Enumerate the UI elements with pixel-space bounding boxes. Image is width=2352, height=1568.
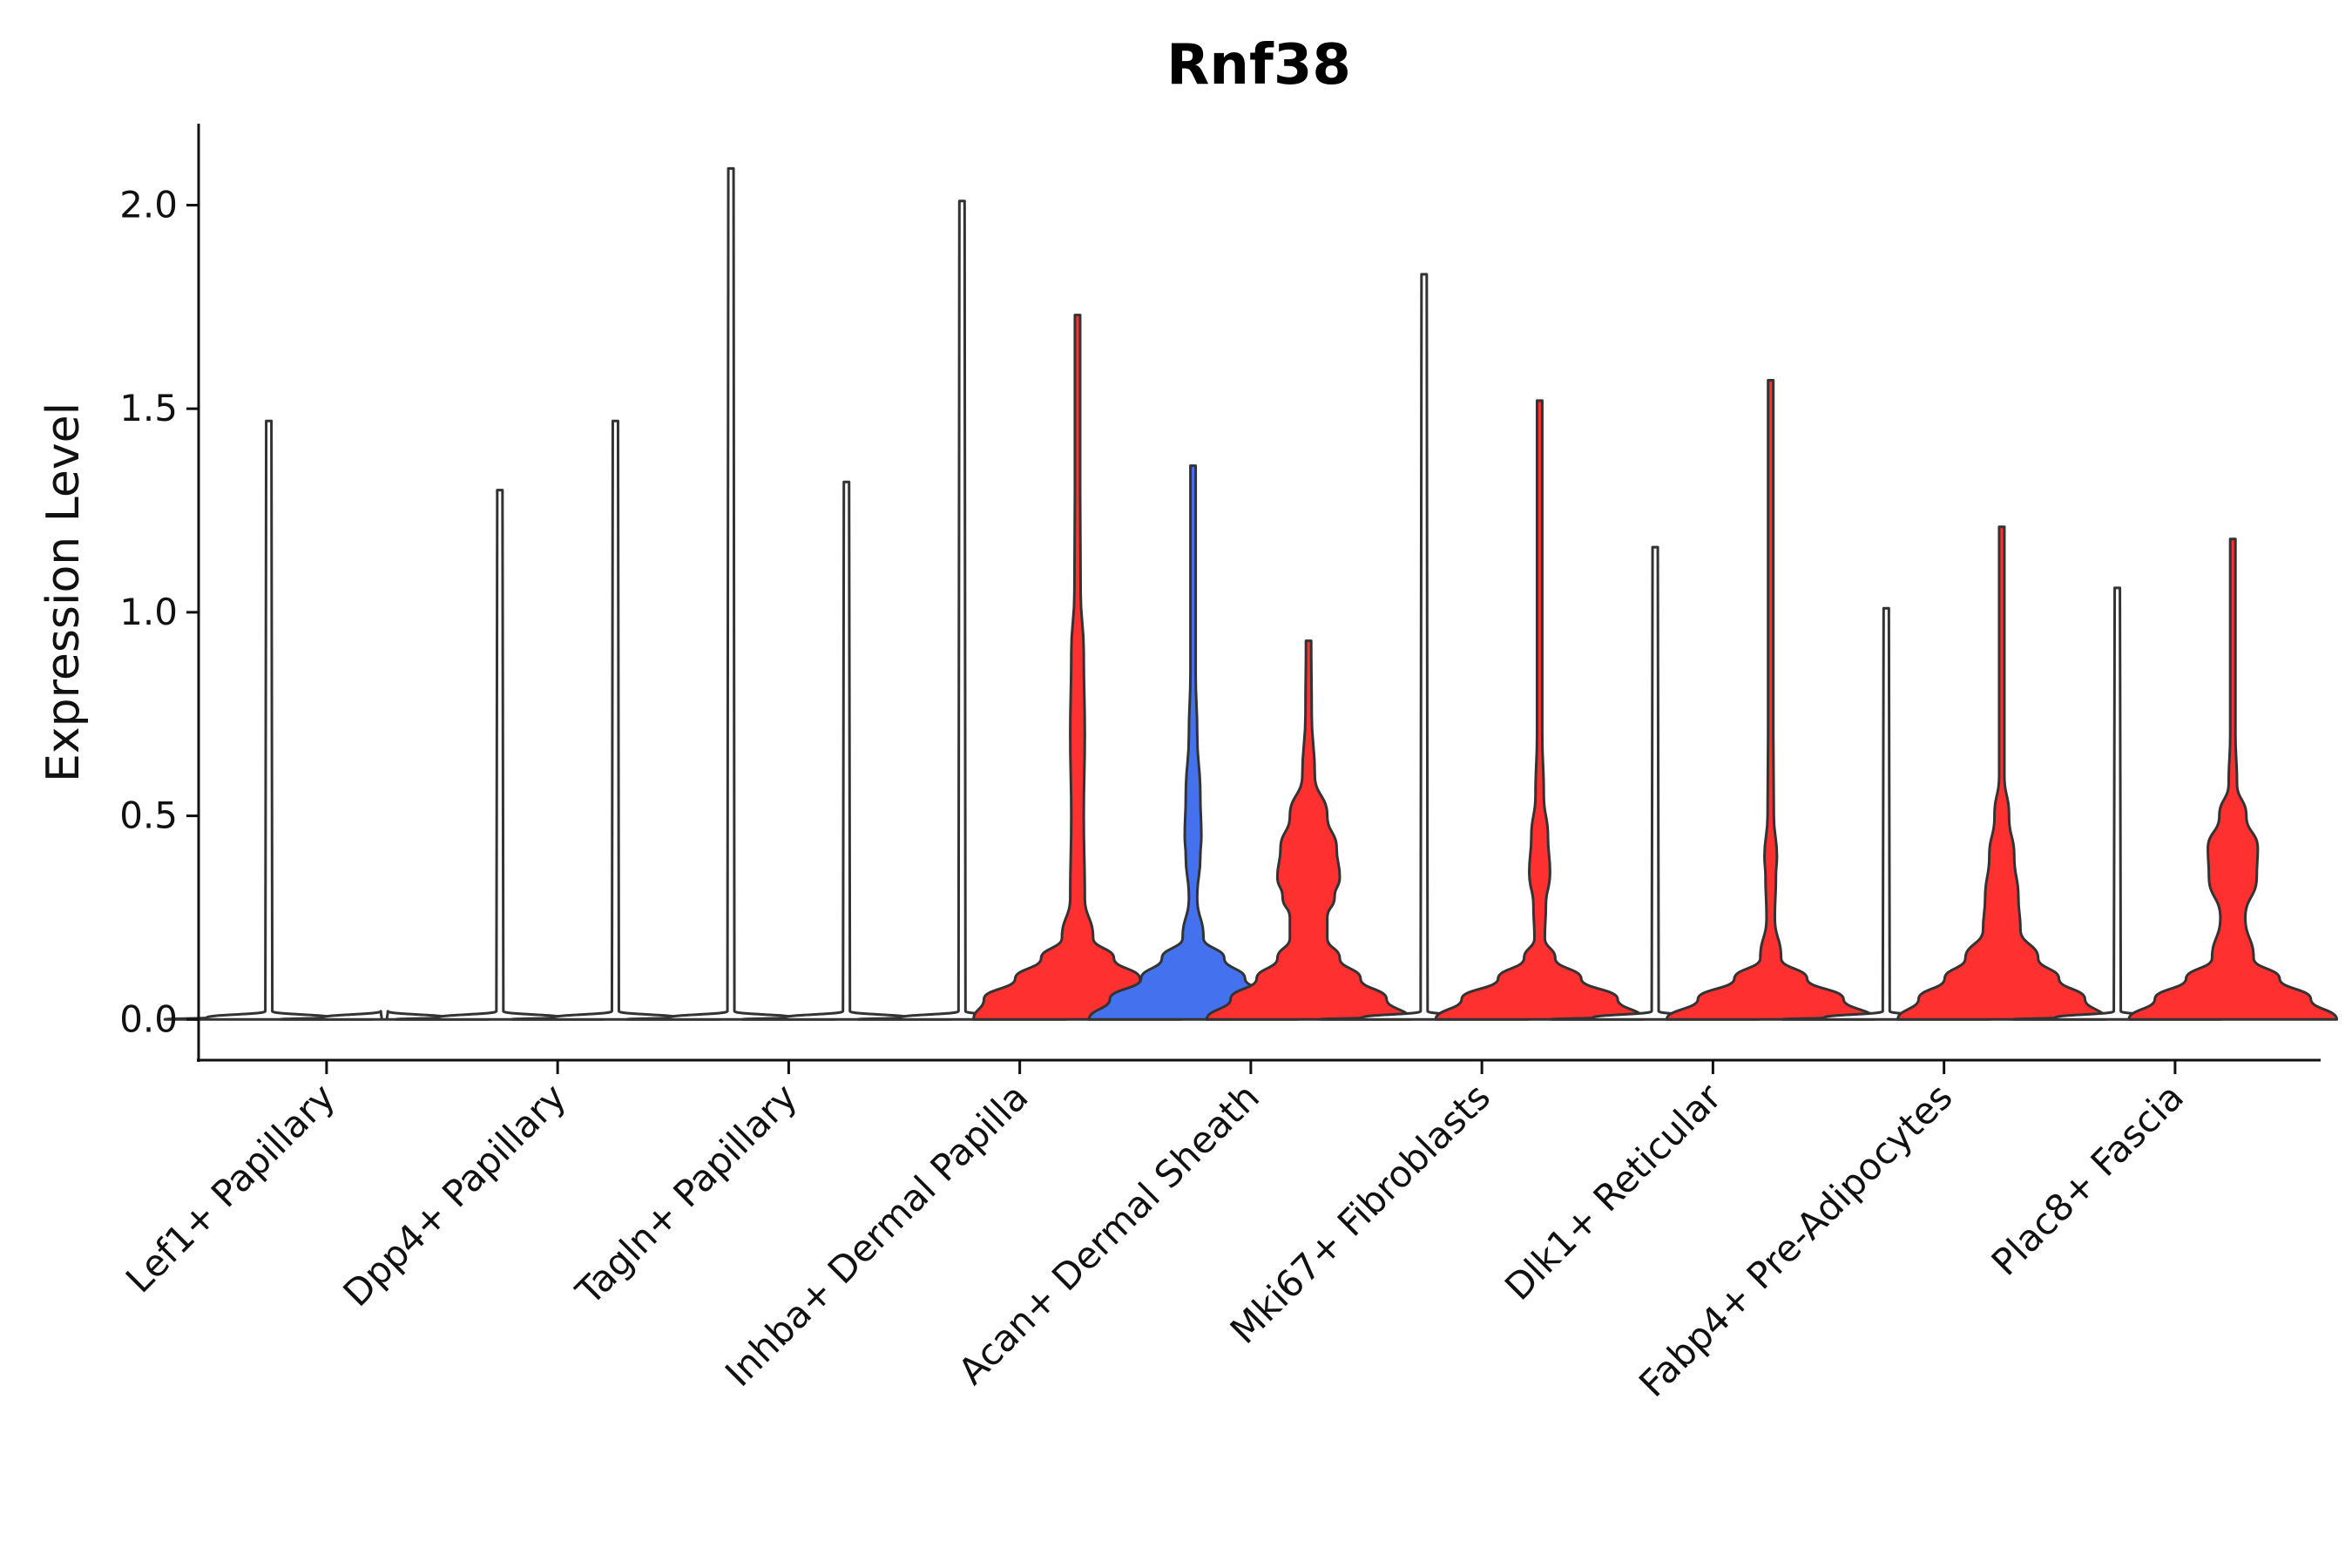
x-tick-label: Dlk1+ Reticular (1497, 1075, 1730, 1308)
violins (163, 166, 2339, 1021)
x-tick-label: Dpp4+ Papillary (335, 1075, 574, 1315)
violin-right (972, 314, 1183, 1021)
violin-right (1896, 525, 2107, 1021)
x-tick-label: Lef1+ Papillary (118, 1075, 343, 1301)
violin-left (1550, 545, 1761, 1021)
violin-right (510, 419, 721, 1021)
violin-left (1087, 464, 1299, 1021)
y-tick-label: 1.5 (119, 387, 178, 429)
violin-left (163, 419, 375, 1021)
x-tick-label: Plac8+ Fascia (1984, 1075, 2192, 1283)
y-tick-label: 0.0 (119, 997, 178, 1040)
y-axis-title: Expression Level (37, 402, 90, 782)
violin-left (856, 199, 1068, 1021)
violin-left (1781, 606, 1992, 1021)
x-tick-label: Mki67+ Fibroblasts (1222, 1075, 1498, 1351)
violin-left (394, 489, 605, 1021)
y-ticks: 0.0 0.5 1.0 1.5 2.0 (119, 183, 199, 1040)
violin-left (625, 166, 836, 1021)
violin-right (2127, 537, 2339, 1021)
chart-title: Rnf38 (1166, 33, 1351, 98)
violin-left (2011, 586, 2223, 1021)
violin-left (1318, 273, 1530, 1021)
x-tick-label: Tagln+ Papillary (567, 1075, 805, 1313)
violin-right (1434, 399, 1646, 1021)
y-tick-label: 0.5 (119, 794, 178, 837)
violin-right (740, 480, 952, 1021)
y-tick-label: 2.0 (119, 183, 178, 226)
y-tick-label: 1.0 (119, 591, 178, 633)
violin-right (1205, 639, 1412, 1021)
violin-right (1665, 378, 1876, 1021)
